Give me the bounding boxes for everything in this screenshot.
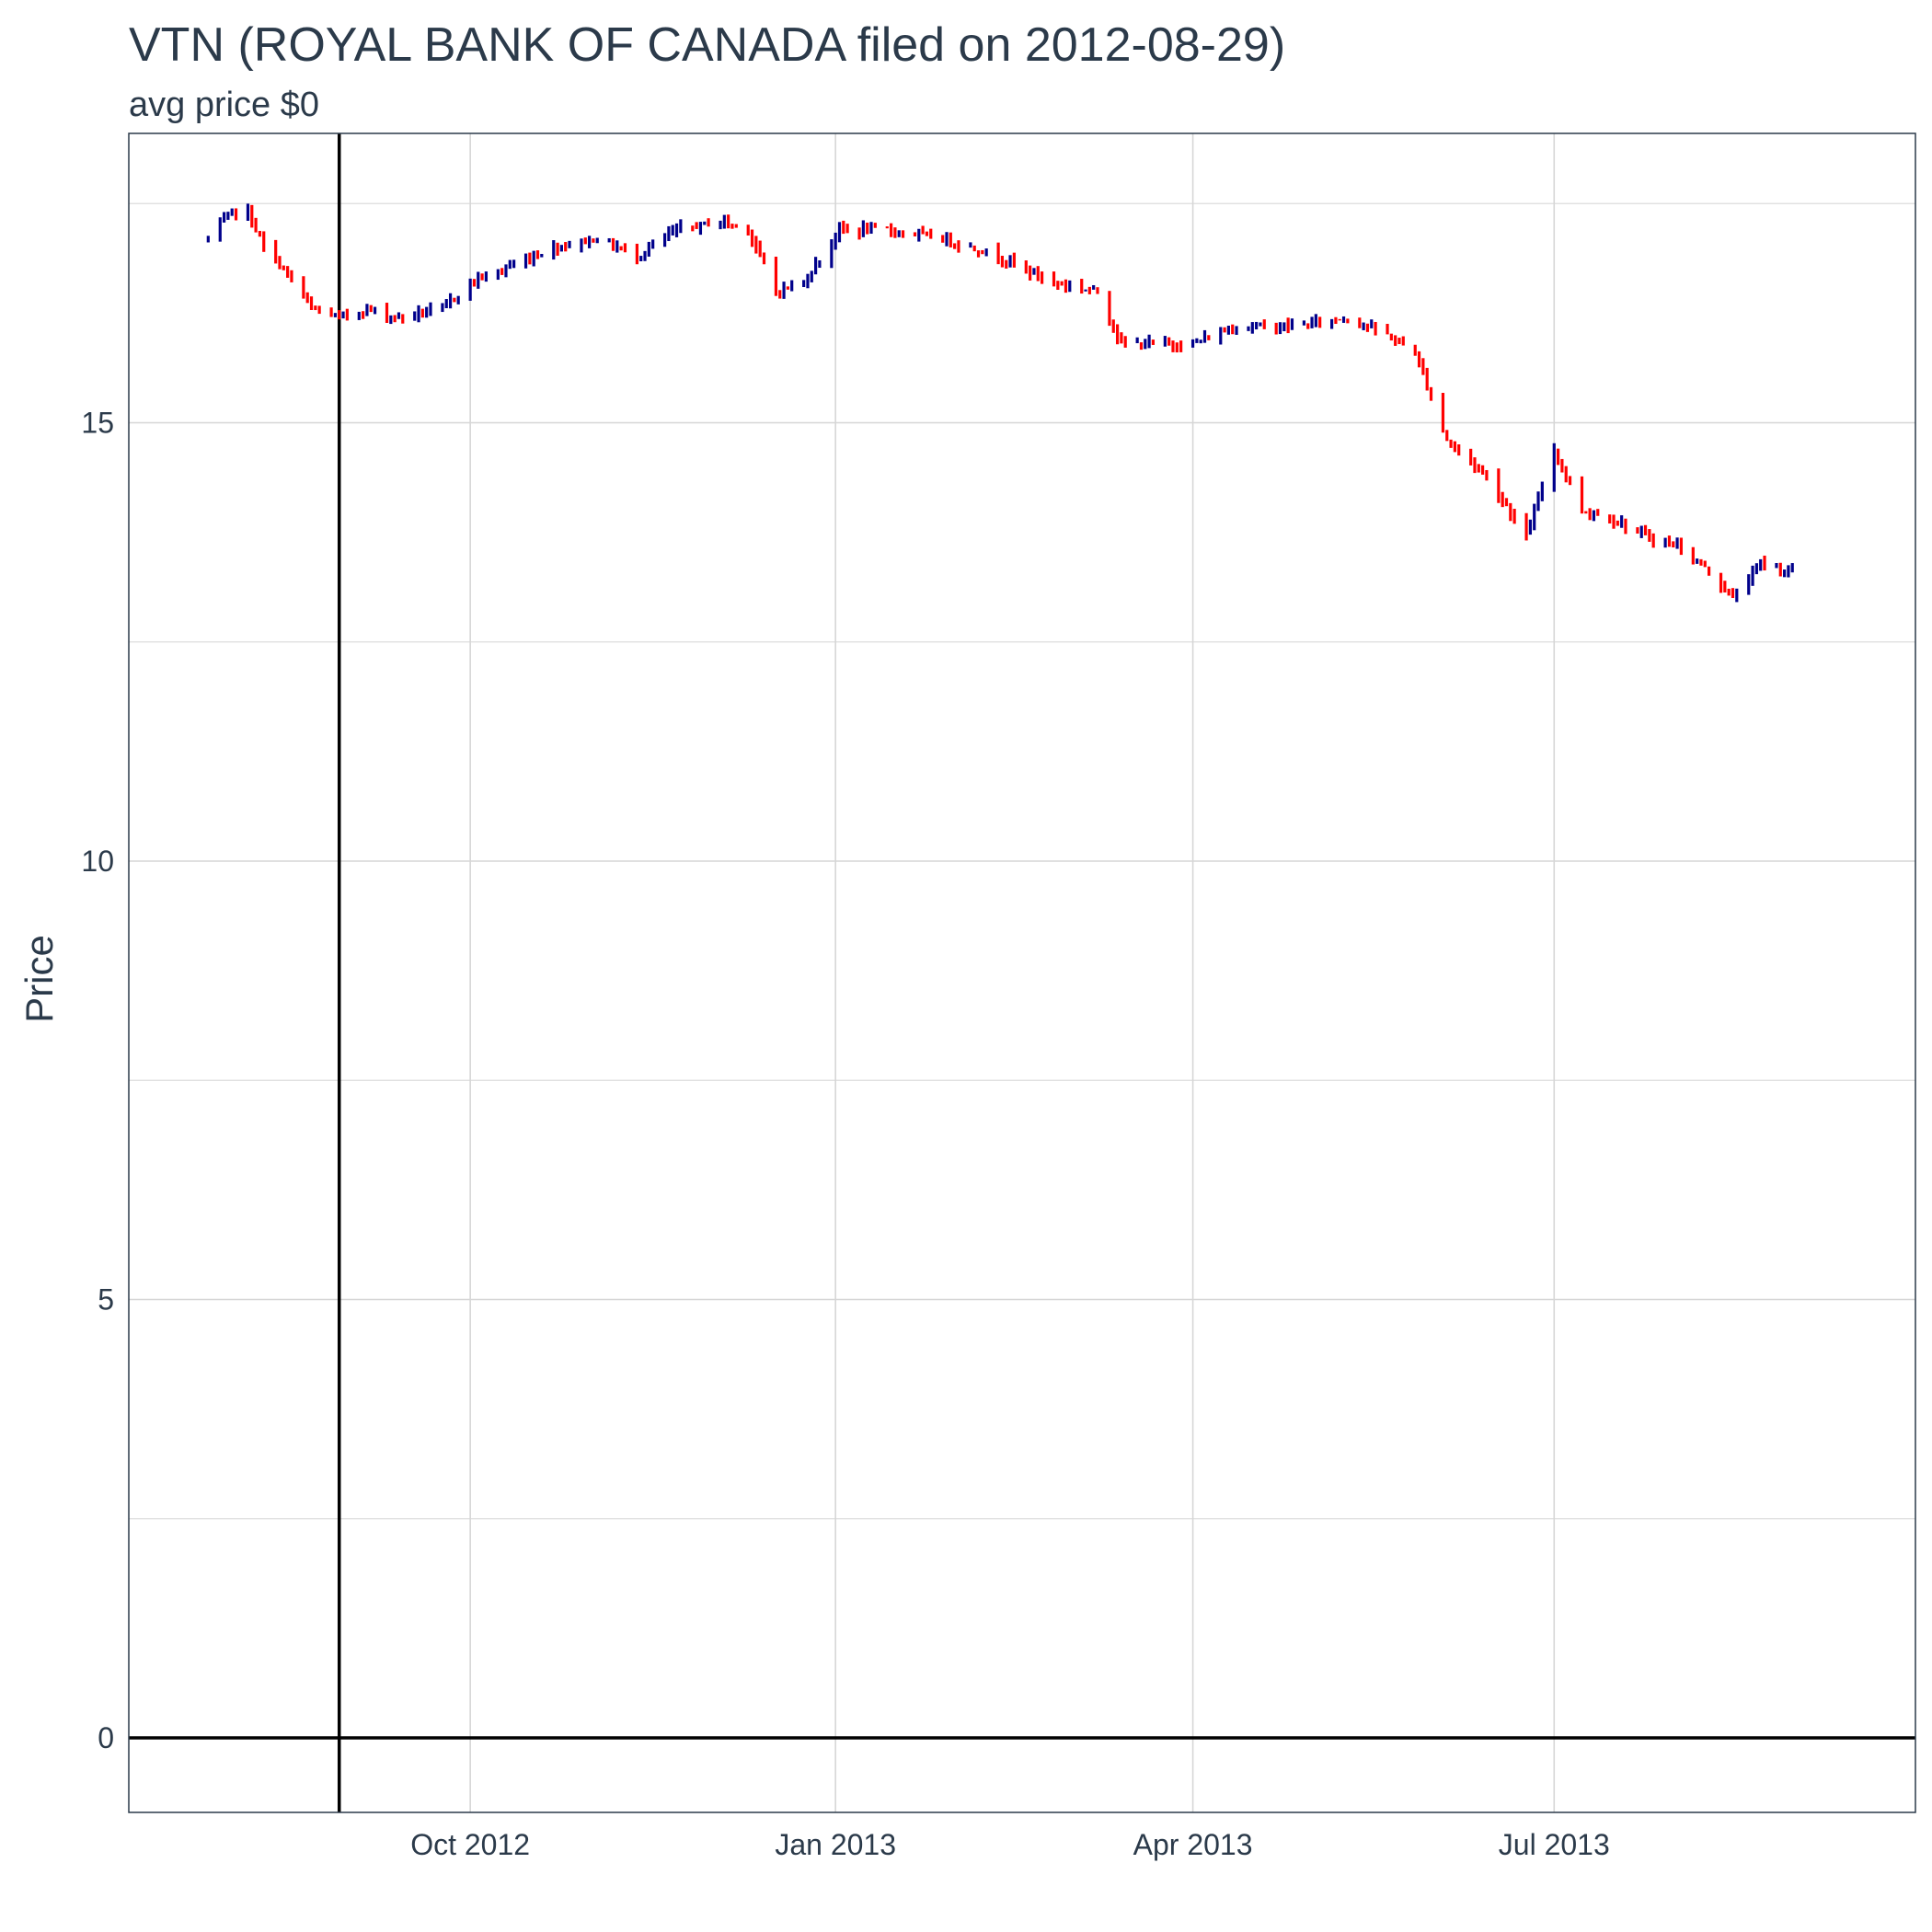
y-tick-label: 5 bbox=[98, 1282, 114, 1316]
y-tick-label: 15 bbox=[81, 406, 114, 439]
x-tick-label: Oct 2012 bbox=[410, 1828, 530, 1861]
x-tick-label: Jul 2013 bbox=[1499, 1828, 1610, 1861]
grid bbox=[129, 133, 1915, 1812]
y-tick-label: 10 bbox=[81, 845, 114, 878]
ohlc-bars bbox=[206, 203, 1794, 603]
reference-lines bbox=[129, 133, 1915, 1812]
y-tick-label: 0 bbox=[98, 1721, 114, 1754]
chart-title: VTN (ROYAL BANK OF CANADA filed on 2012-… bbox=[129, 18, 1285, 72]
x-tick-label: Jan 2013 bbox=[775, 1828, 896, 1861]
x-tick-label: Apr 2013 bbox=[1133, 1828, 1253, 1861]
y-axis-label: Price bbox=[17, 935, 61, 1023]
axis-ticks: 0 5 10 15 Oct 2012 Jan 2013 Apr 2013 Jul 2013 bbox=[81, 406, 1609, 1861]
chart-subtitle: avg price $0 bbox=[129, 86, 319, 124]
plot-border bbox=[128, 132, 1916, 1813]
